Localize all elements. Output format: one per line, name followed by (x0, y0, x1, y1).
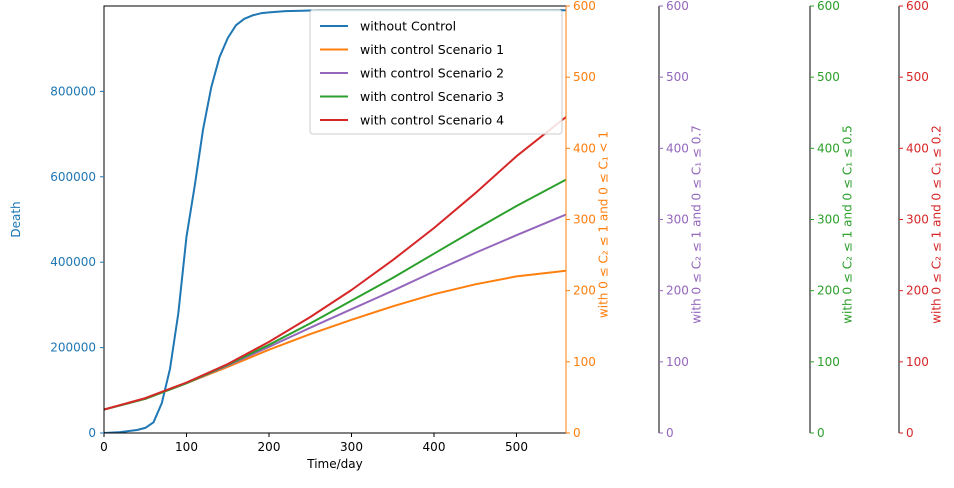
right-tick-label-4: 600 (906, 0, 929, 13)
right-tick-label-2: 500 (666, 70, 689, 84)
right-tick-label-2: 100 (666, 355, 689, 369)
right-axis-label-2: with 0 ≤ C₂ ≤ 1 and 0 ≤ C₁ ≤ 0.7 (690, 125, 704, 324)
x-axis-label: Time/day (306, 457, 362, 471)
right-tick-label-4: 500 (906, 70, 929, 84)
right-tick-label-1: 100 (573, 355, 596, 369)
left-tick-label: 0 (88, 426, 96, 440)
legend-label-3: with control Scenario 2 (360, 66, 504, 81)
legend-box (309, 9, 563, 135)
right-tick-label-2: 400 (666, 141, 689, 155)
legend-label-1: without Control (360, 19, 456, 34)
x-tick-label: 200 (258, 440, 281, 454)
right-tick-label-2: 300 (666, 213, 689, 227)
right-tick-label-3: 200 (817, 284, 840, 298)
series-line-3 (104, 213, 566, 411)
series-line-5 (104, 116, 566, 411)
right-tick-label-3: 300 (817, 213, 840, 227)
right-tick-label-3: 0 (817, 426, 825, 440)
right-tick-label-2: 600 (666, 0, 689, 13)
right-tick-label-1: 600 (573, 0, 596, 13)
x-tick-label: 100 (175, 440, 198, 454)
right-axis-label-1: with 0 ≤ C₂ ≤ 1 and 0 ≤ C₁ < 1 (597, 131, 611, 318)
right-axis-label-3: with 0 ≤ C₂ ≤ 1 and 0 ≤ C₁ ≤ 0.5 (841, 125, 855, 324)
left-tick-label: 200000 (50, 341, 96, 355)
right-tick-label-4: 400 (906, 141, 929, 155)
left-tick-label: 400000 (50, 255, 96, 269)
right-tick-label-4: 0 (906, 426, 914, 440)
legend-label-4: with control Scenario 3 (360, 89, 504, 104)
legend-label-5: with control Scenario 4 (360, 113, 504, 128)
right-tick-label-4: 100 (906, 355, 929, 369)
right-tick-label-4: 200 (906, 284, 929, 298)
left-axis-label: Death (9, 201, 23, 237)
right-tick-label-4: 300 (906, 213, 929, 227)
x-tick-label: 400 (423, 440, 446, 454)
x-tick-label: 300 (340, 440, 363, 454)
right-tick-label-3: 100 (817, 355, 840, 369)
right-tick-label-1: 200 (573, 284, 596, 298)
right-tick-label-1: 500 (573, 70, 596, 84)
right-tick-label-1: 300 (573, 213, 596, 227)
right-tick-label-1: 0 (573, 426, 581, 440)
right-axis-label-4: with 0 ≤ C₂ ≤ 1 and 0 ≤ C₁ ≤ 0.2 (930, 125, 944, 324)
right-tick-label-3: 400 (817, 141, 840, 155)
right-tick-label-3: 500 (817, 70, 840, 84)
right-tick-label-2: 200 (666, 284, 689, 298)
x-tick-label: 0 (100, 440, 108, 454)
left-tick-label: 600000 (50, 170, 96, 184)
series-line-4 (104, 178, 566, 411)
x-tick-label: 500 (505, 440, 528, 454)
left-tick-label: 800000 (50, 84, 96, 98)
legend-label-2: with control Scenario 1 (360, 42, 504, 57)
right-tick-label-1: 400 (573, 141, 596, 155)
right-tick-label-2: 0 (666, 426, 674, 440)
right-tick-label-3: 600 (817, 0, 840, 13)
